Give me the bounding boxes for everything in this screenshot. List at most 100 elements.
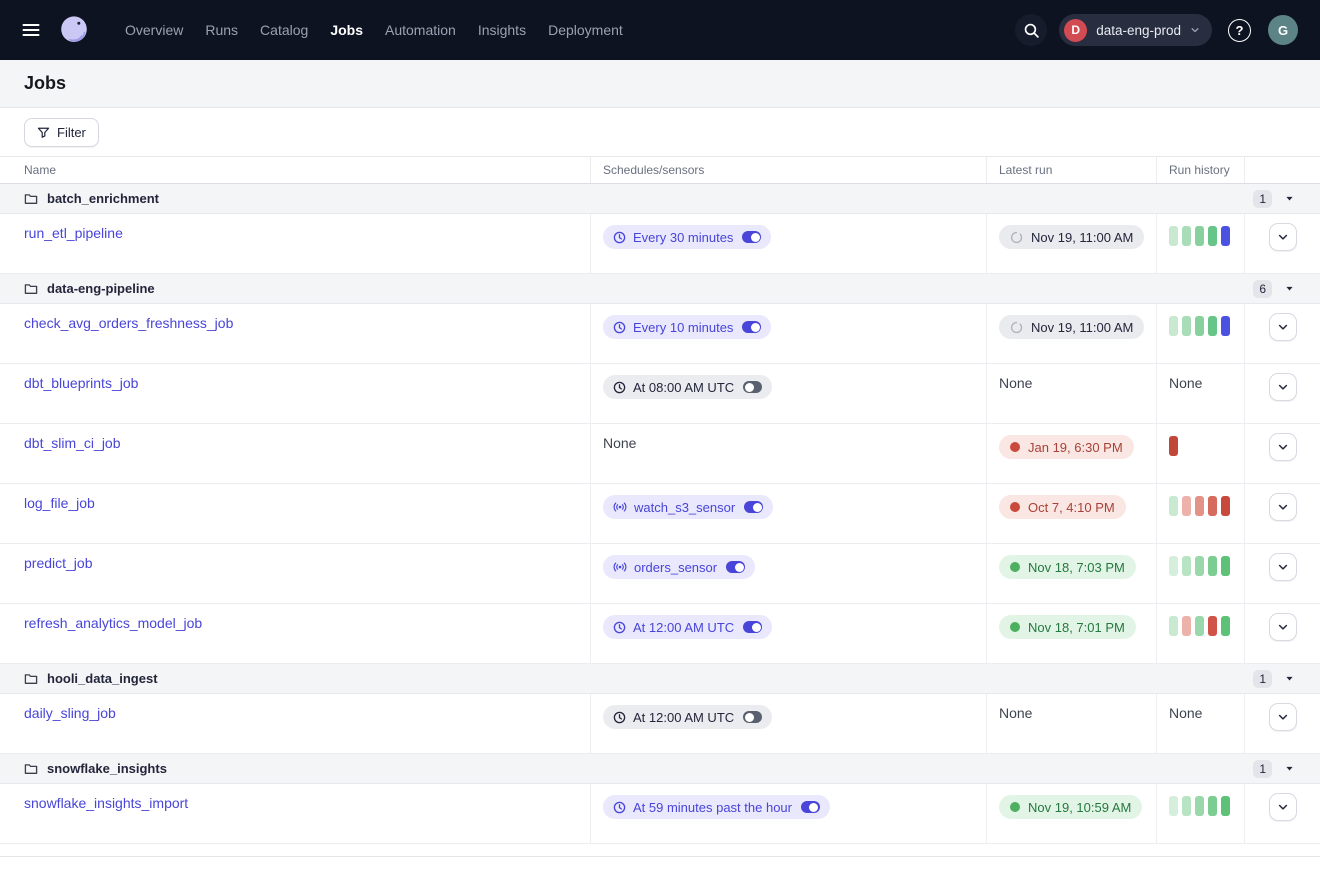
run-history-bar[interactable] [1221, 226, 1230, 246]
latest-run-pill[interactable]: Jan 19, 6:30 PM [999, 435, 1134, 459]
job-name-link[interactable]: predict_job [24, 555, 93, 571]
collapse-caret-icon[interactable] [1285, 674, 1294, 683]
schedules-cell: At 59 minutes past the hour [590, 784, 986, 843]
run-history-bar[interactable] [1182, 316, 1191, 336]
deployment-switcher[interactable]: D data-eng-prod [1059, 14, 1212, 46]
run-history-bar[interactable] [1182, 496, 1191, 516]
job-name-link[interactable]: daily_sling_job [24, 705, 116, 721]
latest-run-pill[interactable]: Nov 18, 7:01 PM [999, 615, 1136, 639]
run-history-bar[interactable] [1169, 556, 1178, 576]
user-avatar[interactable]: G [1268, 15, 1298, 45]
job-actions-button[interactable] [1268, 553, 1297, 581]
schedule-pill[interactable]: Every 30 minutes [603, 225, 772, 249]
run-history-bar[interactable] [1208, 316, 1217, 336]
collapse-caret-icon[interactable] [1285, 284, 1294, 293]
dagster-logo[interactable] [58, 14, 90, 46]
run-history-bar[interactable] [1182, 796, 1191, 816]
latest-run-pill[interactable]: Nov 19, 10:59 AM [999, 795, 1143, 819]
latest-run-pill[interactable]: Nov 18, 7:03 PM [999, 555, 1136, 579]
nav-item-jobs[interactable]: Jobs [330, 22, 363, 38]
run-history-bar[interactable] [1208, 496, 1217, 516]
sensor-pill[interactable]: watch_s3_sensor [603, 495, 774, 519]
group-row[interactable]: snowflake_insights 1 [0, 754, 1320, 784]
schedule-pill[interactable]: At 59 minutes past the hour [603, 795, 830, 819]
schedule-toggle[interactable] [744, 501, 764, 513]
job-actions-button[interactable] [1268, 703, 1297, 731]
job-name-cell: snowflake_insights_import [0, 784, 590, 843]
nav-item-insights[interactable]: Insights [477, 22, 527, 38]
nav-item-catalog[interactable]: Catalog [260, 22, 309, 38]
run-history-bar[interactable] [1195, 796, 1204, 816]
nav-item-deployment[interactable]: Deployment [548, 22, 623, 38]
job-name-link[interactable]: refresh_analytics_model_job [24, 615, 203, 631]
collapse-caret-icon[interactable] [1285, 194, 1294, 203]
run-history-bar[interactable] [1208, 556, 1217, 576]
latest-run-pill[interactable]: Nov 19, 11:00 AM [999, 225, 1145, 249]
run-history-bar[interactable] [1169, 316, 1178, 336]
run-history-bar[interactable] [1208, 616, 1217, 636]
job-name-link[interactable]: dbt_slim_ci_job [24, 435, 121, 451]
job-actions-button[interactable] [1268, 793, 1297, 821]
run-history-bar[interactable] [1195, 616, 1204, 636]
run-history-bar[interactable] [1169, 616, 1178, 636]
run-history-bar[interactable] [1195, 226, 1204, 246]
job-actions-button[interactable] [1268, 373, 1297, 401]
collapse-caret-icon[interactable] [1285, 764, 1294, 773]
job-name-link[interactable]: check_avg_orders_freshness_job [24, 315, 234, 331]
nav-item-runs[interactable]: Runs [205, 22, 239, 38]
job-name-link[interactable]: log_file_job [24, 495, 95, 511]
filter-button[interactable]: Filter [24, 117, 99, 147]
toggle-knob [809, 802, 819, 812]
run-history-bar[interactable] [1169, 226, 1178, 246]
job-name-link[interactable]: snowflake_insights_import [24, 795, 189, 811]
nav-item-automation[interactable]: Automation [385, 22, 456, 38]
run-history-bar[interactable] [1208, 226, 1217, 246]
schedule-pill[interactable]: At 12:00 AM UTC [603, 705, 773, 729]
job-actions-button[interactable] [1268, 223, 1297, 251]
run-history-bar[interactable] [1195, 556, 1204, 576]
run-history-bar[interactable] [1221, 496, 1230, 516]
run-history-bar[interactable] [1169, 436, 1178, 456]
schedule-pill[interactable]: Every 10 minutes [603, 315, 772, 339]
run-history-bar[interactable] [1221, 796, 1230, 816]
latest-run-none-label: None [999, 375, 1033, 391]
run-history-bar[interactable] [1221, 556, 1230, 576]
job-name-link[interactable]: run_etl_pipeline [24, 225, 123, 241]
job-actions-button[interactable] [1268, 313, 1297, 341]
schedule-pill[interactable]: At 08:00 AM UTC [603, 375, 773, 399]
job-actions-button[interactable] [1268, 433, 1297, 461]
run-history-bar[interactable] [1182, 616, 1191, 636]
latest-run-pill[interactable]: Nov 19, 11:00 AM [999, 315, 1145, 339]
run-history-bar[interactable] [1208, 796, 1217, 816]
job-name-link[interactable]: dbt_blueprints_job [24, 375, 139, 391]
run-history-bar[interactable] [1195, 496, 1204, 516]
latest-run-pill[interactable]: Oct 7, 4:10 PM [999, 495, 1126, 519]
nav-item-overview[interactable]: Overview [125, 22, 184, 38]
menu-button[interactable] [18, 17, 44, 43]
schedule-toggle[interactable] [743, 711, 763, 723]
run-history-bar[interactable] [1195, 316, 1204, 336]
run-history-bar[interactable] [1221, 316, 1230, 336]
schedule-toggle[interactable] [800, 801, 820, 813]
run-history-bar[interactable] [1221, 616, 1230, 636]
run-history-bar[interactable] [1169, 496, 1178, 516]
job-actions-button[interactable] [1268, 493, 1297, 521]
table-row: refresh_analytics_model_job At 12:00 AM U… [0, 604, 1320, 664]
schedule-toggle[interactable] [726, 561, 746, 573]
sensor-pill[interactable]: orders_sensor [603, 555, 756, 579]
schedule-toggle[interactable] [742, 231, 762, 243]
run-history-bar[interactable] [1169, 796, 1178, 816]
search-button[interactable] [1015, 14, 1048, 46]
group-row[interactable]: data-eng-pipeline 6 [0, 274, 1320, 304]
schedule-label: At 08:00 AM UTC [633, 379, 735, 395]
help-icon[interactable]: ? [1228, 18, 1251, 42]
run-history-bar[interactable] [1182, 226, 1191, 246]
job-actions-button[interactable] [1268, 613, 1297, 641]
group-row[interactable]: hooli_data_ingest 1 [0, 664, 1320, 694]
schedule-pill[interactable]: At 12:00 AM UTC [603, 615, 773, 639]
group-row[interactable]: batch_enrichment 1 [0, 184, 1320, 214]
schedule-toggle[interactable] [743, 621, 763, 633]
schedule-toggle[interactable] [742, 321, 762, 333]
run-history-bar[interactable] [1182, 556, 1191, 576]
schedule-toggle[interactable] [743, 381, 763, 393]
